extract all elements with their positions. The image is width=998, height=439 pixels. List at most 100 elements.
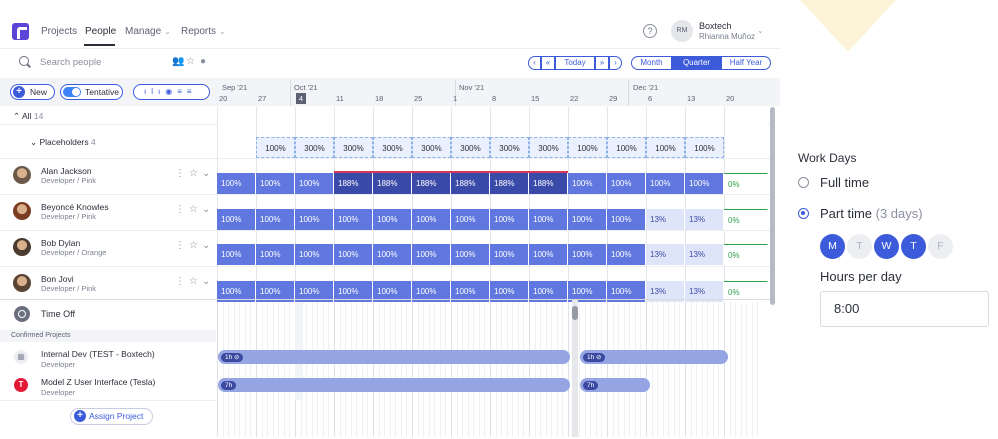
vertical-scrollbar[interactable] — [770, 107, 775, 305]
view-quarter[interactable]: Quarter — [672, 56, 721, 70]
allocation-cell[interactable]: 100% — [568, 244, 607, 265]
placeholder-cell[interactable]: 300% — [451, 137, 490, 158]
placeholder-cell[interactable]: 300% — [490, 137, 529, 158]
placeholder-cell[interactable]: 100% — [607, 137, 646, 158]
group-placeholders[interactable]: ⌄ Placeholders 4 — [30, 137, 96, 148]
allocation-cell[interactable]: 100% — [256, 209, 295, 230]
project-name[interactable]: Internal Dev (TEST - Boxtech) — [41, 349, 155, 359]
weekday-button[interactable]: T — [847, 234, 872, 259]
row-actions-icon[interactable]: ⋮☆⌄ — [175, 276, 215, 287]
star-icon[interactable]: ☆ — [186, 56, 195, 67]
allocation-cell[interactable]: 188% — [373, 173, 412, 194]
next-fast-button[interactable]: » — [595, 56, 609, 70]
allocation-cell[interactable]: 100% — [451, 244, 490, 265]
allocation-cell[interactable]: 100% — [256, 281, 295, 302]
allocation-cell[interactable]: 13% — [646, 209, 685, 230]
allocation-cell[interactable]: 100% — [607, 244, 646, 265]
placeholder-cell[interactable]: 300% — [412, 137, 451, 158]
allocation-cell[interactable]: 100% — [607, 281, 646, 302]
person-name[interactable]: Bob Dylan — [41, 238, 81, 248]
allocation-cell[interactable]: 100% — [568, 281, 607, 302]
allocation-cell[interactable]: 13% — [685, 244, 724, 265]
assign-project-button[interactable]: Assign Project — [70, 408, 153, 425]
allocation-cell[interactable]: 100% — [568, 173, 607, 194]
weekday-button[interactable]: F — [928, 234, 953, 259]
allocation-cell[interactable]: 188% — [412, 173, 451, 194]
allocation-cell[interactable]: 100% — [334, 281, 373, 302]
allocation-cell[interactable]: 100% — [373, 209, 412, 230]
allocation-cell[interactable]: 0% — [724, 173, 768, 194]
full-time-label[interactable]: Full time — [820, 175, 870, 190]
allocation-cell[interactable]: 100% — [490, 281, 529, 302]
allocation-cell[interactable]: 0% — [724, 281, 768, 302]
help-icon[interactable]: ? — [643, 24, 657, 38]
project-bar[interactable] — [218, 350, 570, 364]
row-actions-icon[interactable]: ⋮☆⌄ — [175, 168, 215, 179]
allocation-cell[interactable]: 13% — [685, 281, 724, 302]
drag-handle[interactable] — [572, 306, 578, 320]
group-all[interactable]: ⌃ All 14 — [13, 111, 43, 122]
view-options-group[interactable]: ılı◉≡≡ — [133, 84, 210, 100]
allocation-cell[interactable]: 100% — [295, 209, 334, 230]
view-half-year[interactable]: Half Year — [721, 56, 771, 70]
allocation-cell[interactable]: 13% — [646, 244, 685, 265]
allocation-cell[interactable]: 100% — [373, 281, 412, 302]
placeholder-cell[interactable]: 100% — [646, 137, 685, 158]
project-name[interactable]: Model Z User Interface (Tesla) — [41, 377, 156, 387]
allocation-cell[interactable]: 100% — [217, 209, 256, 230]
allocation-cell[interactable]: 100% — [646, 173, 685, 194]
allocation-cell[interactable]: 100% — [412, 244, 451, 265]
view-month[interactable]: Month — [631, 56, 672, 70]
person-name[interactable]: Bon Jovi — [41, 274, 74, 284]
allocation-cell[interactable]: 188% — [529, 173, 568, 194]
allocation-cell[interactable]: 13% — [646, 281, 685, 302]
allocation-cell[interactable]: 100% — [217, 173, 256, 194]
project-bar[interactable] — [580, 350, 728, 364]
allocation-cell[interactable]: 100% — [217, 244, 256, 265]
allocation-cell[interactable]: 100% — [529, 281, 568, 302]
part-time-radio[interactable] — [798, 208, 809, 219]
nav-manage[interactable]: Manage ⌄ — [125, 26, 171, 37]
prev-button[interactable]: ‹ — [528, 56, 541, 70]
time-off-label[interactable]: Time Off — [41, 309, 76, 319]
allocation-cell[interactable]: 13% — [685, 209, 724, 230]
placeholder-cell[interactable]: 300% — [295, 137, 334, 158]
allocation-cell[interactable]: 100% — [412, 209, 451, 230]
weekday-button[interactable]: T — [901, 234, 926, 259]
allocation-cell[interactable]: 100% — [217, 281, 256, 302]
app-logo[interactable] — [12, 23, 29, 40]
allocation-cell[interactable]: 100% — [451, 281, 490, 302]
chevron-down-icon[interactable]: ⌄ — [757, 26, 764, 35]
allocation-cell[interactable]: 100% — [373, 244, 412, 265]
allocation-cell[interactable]: 100% — [490, 244, 529, 265]
placeholder-cell[interactable]: 100% — [568, 137, 607, 158]
hours-per-day-input[interactable]: 8:00 — [820, 291, 989, 327]
placeholder-cell[interactable]: 100% — [256, 137, 295, 158]
allocation-cell[interactable]: 100% — [685, 173, 724, 194]
today-button[interactable]: Today — [555, 56, 595, 70]
allocation-cell[interactable]: 100% — [529, 209, 568, 230]
placeholder-cell[interactable]: 100% — [685, 137, 724, 158]
weekday-button[interactable]: M — [820, 234, 845, 259]
user-org[interactable]: Boxtech — [699, 21, 732, 31]
allocation-cell[interactable]: 100% — [295, 281, 334, 302]
help-circle-icon[interactable]: ● — [200, 56, 207, 67]
allocation-cell[interactable]: 100% — [451, 209, 490, 230]
weekday-button[interactable]: W — [874, 234, 899, 259]
allocation-cell[interactable]: 100% — [256, 244, 295, 265]
row-actions-icon[interactable]: ⋮☆⌄ — [175, 204, 215, 215]
allocation-cell[interactable]: 100% — [568, 209, 607, 230]
allocation-cell[interactable]: 100% — [412, 281, 451, 302]
allocation-cell[interactable]: 188% — [490, 173, 529, 194]
allocation-cell[interactable]: 188% — [334, 173, 373, 194]
allocation-cell[interactable]: 100% — [607, 173, 646, 194]
allocation-cell[interactable]: 100% — [529, 244, 568, 265]
search-input[interactable] — [40, 55, 160, 69]
person-name[interactable]: Alan Jackson — [41, 166, 92, 176]
allocation-cell[interactable]: 100% — [607, 209, 646, 230]
allocation-cell[interactable]: 100% — [334, 209, 373, 230]
prev-fast-button[interactable]: « — [541, 56, 555, 70]
allocation-cell[interactable]: 100% — [295, 173, 334, 194]
placeholder-cell[interactable]: 300% — [373, 137, 412, 158]
allocation-cell[interactable]: 0% — [724, 209, 768, 230]
